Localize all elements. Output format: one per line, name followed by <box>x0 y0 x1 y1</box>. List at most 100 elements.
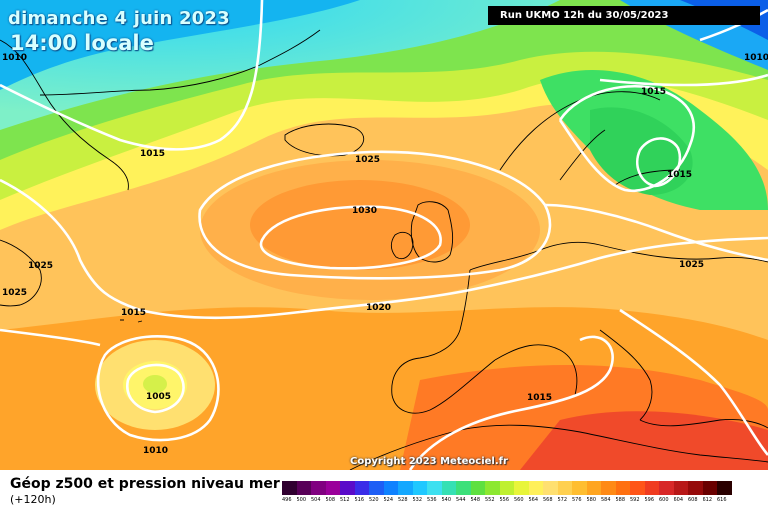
color-swatch <box>282 481 297 495</box>
color-scale-tick: 508 <box>325 497 336 503</box>
color-scale-tick: 540 <box>441 497 452 503</box>
color-scale-tick: 548 <box>470 497 481 503</box>
isobar-1025-east <box>544 203 768 262</box>
color-swatch <box>296 481 311 495</box>
color-swatch <box>528 481 543 495</box>
color-swatch <box>325 481 340 495</box>
color-scale: 496 500 504 508 512 516 520 524 528 532 536 540 544 5… <box>282 481 746 505</box>
isobar-label: 1025 <box>28 261 53 271</box>
isobar-label: 1020 <box>366 303 391 313</box>
color-scale-tick: 552 <box>485 497 495 503</box>
field-high-core <box>250 180 470 270</box>
color-scale-tick: 588 <box>615 497 626 503</box>
color-swatch <box>702 481 717 495</box>
isobar-1015-scand-inner <box>635 137 682 188</box>
color-swatch <box>659 481 674 495</box>
isobar-label: 1010 <box>2 53 27 63</box>
color-swatch <box>601 481 616 495</box>
color-swatch <box>398 481 413 495</box>
color-swatch <box>412 481 427 495</box>
isobar-1005 <box>126 363 185 414</box>
color-scale-tick: 504 <box>311 497 321 503</box>
color-scale-tick: 572 <box>557 497 568 503</box>
color-swatch <box>615 481 630 495</box>
color-scale-tick: 516 <box>354 497 365 503</box>
color-swatch <box>586 481 601 495</box>
color-swatch <box>383 481 398 495</box>
isobar-1010-ne <box>699 8 768 42</box>
color-swatch <box>470 481 485 495</box>
color-scale-tick: 520 <box>369 497 379 503</box>
color-scale-tick: 556 <box>499 497 510 503</box>
color-swatch <box>543 481 558 495</box>
color-swatch <box>369 481 384 495</box>
isobar-label: 1015 <box>527 393 552 403</box>
field-low-core <box>143 375 167 393</box>
isobar-label: 1015 <box>140 149 165 159</box>
color-swatch <box>340 481 355 495</box>
color-swatch <box>557 481 572 495</box>
color-scale-tick: 612 <box>702 497 713 503</box>
isobar-1015-ne <box>599 73 768 87</box>
run-info-text: Run UKMO 12h du 30/05/2023 <box>500 10 669 21</box>
color-swatch <box>485 481 500 495</box>
field-blue <box>0 0 360 90</box>
color-scale-tick: 596 <box>644 497 655 503</box>
coastlines <box>0 29 768 470</box>
color-swatch <box>630 481 645 495</box>
color-swatch <box>572 481 587 495</box>
isobar-labels: 1010 1010 1015 1015 1025 1015 1030 1025 … <box>2 53 768 456</box>
color-swatch <box>673 481 688 495</box>
color-scale-tick: 544 <box>456 497 466 503</box>
isobar-1015-east <box>619 308 768 456</box>
forecast-time: 14:00 locale <box>10 31 154 55</box>
color-scale-tick: 496 <box>282 497 292 503</box>
isobar-1015-sw <box>0 328 101 347</box>
color-scale-tick: 560 <box>514 497 524 503</box>
color-scale-tick: 600 <box>659 497 669 503</box>
isobar-label: 1015 <box>667 170 692 180</box>
legend-subtitle: (+120h) <box>10 493 56 506</box>
isobar-label: 1010 <box>744 53 768 63</box>
forecast-map: 1010 1010 1015 1015 1025 1015 1030 1025 … <box>0 0 768 470</box>
color-scale-tick: 584 <box>601 497 611 503</box>
legend-title: Géop z500 et pression niveau mer <box>10 476 280 492</box>
isobar-label: 1005 <box>146 392 171 402</box>
color-scale-tick: 604 <box>673 497 684 503</box>
forecast-date: dimanche 4 juin 2023 <box>8 8 230 29</box>
color-scale-tick: 500 <box>296 497 307 503</box>
color-scale-tick: 532 <box>412 497 423 503</box>
isobar-label: 1025 <box>355 155 380 165</box>
legend-panel: Géop z500 et pression niveau mer (+120h)… <box>0 470 768 512</box>
isobar-1015-scand <box>558 84 696 193</box>
isobar-label: 1025 <box>2 288 27 298</box>
isobar-1015-south <box>408 335 614 470</box>
color-swatch <box>354 481 369 495</box>
isobar-label: 1015 <box>641 87 666 97</box>
isobar-1010-low <box>96 335 220 442</box>
isobar-label: 1025 <box>679 260 704 270</box>
isobar-1015-west <box>0 178 301 320</box>
isobar-label: 1010 <box>143 446 168 456</box>
color-swatch <box>441 481 456 495</box>
copyright-text: Copyright 2023 Meteociel.fr <box>350 456 508 467</box>
color-scale-tick: 524 <box>383 497 394 503</box>
color-scale-tick: 528 <box>398 497 408 503</box>
color-swatch <box>644 481 659 495</box>
color-swatch <box>514 481 529 495</box>
color-scale-tick: 568 <box>543 497 553 503</box>
isobar-1015-north <box>0 0 264 151</box>
color-scale-tick: 580 <box>586 497 597 503</box>
isobar-1025-ring <box>198 150 552 280</box>
isobar-1020 <box>299 236 768 314</box>
color-scale-tick: 616 <box>717 497 727 503</box>
isobars <box>0 0 768 470</box>
isobar-label: 1030 <box>352 206 377 216</box>
isobar-label: 1015 <box>121 308 146 318</box>
color-scale-tick: 576 <box>572 497 582 503</box>
color-swatch <box>688 481 703 495</box>
color-swatch <box>499 481 514 495</box>
color-scale-tick: 536 <box>427 497 437 503</box>
color-scale-tick: 592 <box>630 497 640 503</box>
